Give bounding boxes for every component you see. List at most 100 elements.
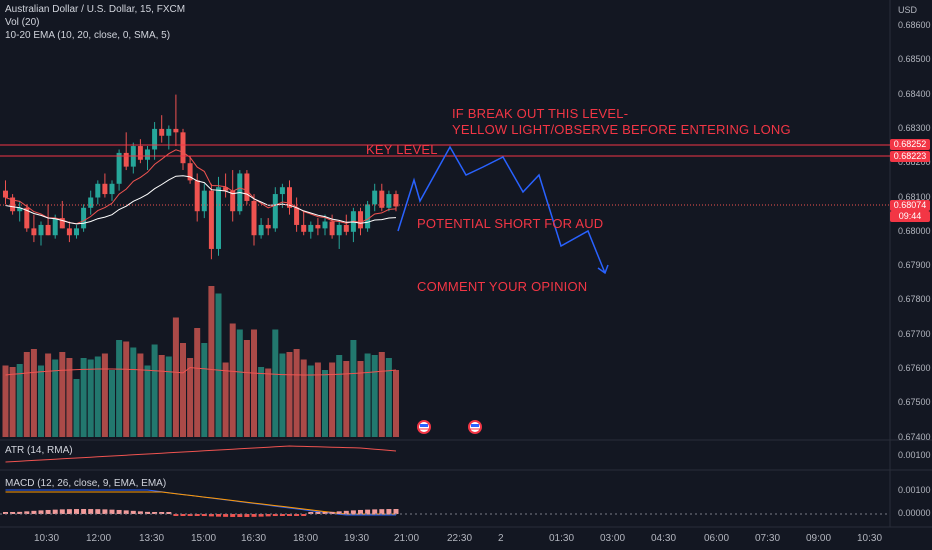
macd-histogram-bar <box>315 512 321 514</box>
macd-histogram-bar <box>237 514 243 517</box>
macd-histogram-bar <box>251 514 257 517</box>
volume-legend[interactable]: Vol (20) <box>5 17 40 28</box>
candle-body <box>315 224 321 229</box>
volume-bar <box>350 340 357 437</box>
volume-bar <box>265 368 272 437</box>
price-axis-label: 0.67600 <box>898 363 931 373</box>
time-axis-label: 04:30 <box>651 533 677 544</box>
candle-body <box>74 228 79 236</box>
last-price-badge: 0.68074 <box>890 200 930 211</box>
candle-body <box>180 132 186 164</box>
price-axis-currency: USD <box>898 5 918 15</box>
macd-histogram-bar <box>74 509 79 514</box>
time-axis-label: 2 <box>498 533 504 544</box>
volume-bar <box>59 352 66 437</box>
volume-bar <box>322 370 328 437</box>
macd-histogram-bar <box>201 514 207 517</box>
macd-histogram-bar <box>393 509 399 514</box>
price-axis-label: 0.68500 <box>898 54 931 65</box>
annotation-breakout-line1[interactable]: IF BREAK OUT THIS LEVEL- <box>452 106 629 121</box>
macd-histogram-bar <box>279 514 285 516</box>
volume-bar <box>357 361 364 437</box>
atr-legend[interactable]: ATR (14, RMA) <box>5 445 73 456</box>
annotation-breakout-line2[interactable]: YELLOW LIGHT/OBSERVE BEFORE ENTERING LON… <box>452 122 791 137</box>
ema-fast-line <box>5 149 397 225</box>
candle-body <box>230 190 236 212</box>
time-axis-label: 16:30 <box>241 533 267 544</box>
macd-histogram-bar <box>17 511 23 514</box>
candle-body <box>336 224 342 236</box>
volume-bar <box>9 367 16 437</box>
annotation-key-level[interactable]: KEY LEVEL <box>366 142 438 157</box>
candle-body <box>365 204 371 229</box>
volume-bar <box>385 358 392 437</box>
volume-bar <box>137 353 144 437</box>
price-axis-label: 0.68400 <box>898 88 931 99</box>
macd-histogram-bar <box>336 511 342 514</box>
macd-histogram-bar <box>372 509 378 514</box>
candle-body <box>24 207 30 229</box>
candle-body <box>287 187 292 208</box>
macd-histogram-bar <box>159 512 165 514</box>
candle-body <box>258 224 264 236</box>
volume-bar <box>243 340 250 437</box>
symbol-legend[interactable]: Australian Dollar / U.S. Dollar, 15, FXC… <box>5 4 186 15</box>
candle-body <box>386 194 392 208</box>
candle-body <box>301 224 307 232</box>
volume-bar <box>194 328 201 437</box>
price-axis-label: 0.68600 <box>898 20 931 30</box>
candle-body <box>251 200 257 236</box>
candle-body <box>379 190 385 208</box>
candle-body <box>38 224 44 236</box>
macd-histogram-bar <box>66 509 72 514</box>
candle-body <box>145 149 150 160</box>
event-marker-us-1[interactable] <box>417 420 431 434</box>
macd-histogram-bar <box>173 514 179 516</box>
candle-body <box>88 197 94 208</box>
projection-arrowhead <box>597 264 609 275</box>
event-marker-us-2[interactable] <box>468 420 482 434</box>
volume-bar <box>215 293 222 437</box>
volume-bar <box>364 353 371 437</box>
key-level-high-badge: 0.68252 <box>890 139 930 150</box>
volume-bar <box>343 361 350 437</box>
time-axis-label: 21:00 <box>394 533 420 544</box>
candle-body <box>109 183 115 195</box>
macd-histogram-bar <box>287 514 292 516</box>
price-axis-label: 0.68000 <box>898 225 931 236</box>
macd-histogram-bar <box>59 509 65 514</box>
candle-body <box>152 128 158 150</box>
candle-body <box>308 224 314 232</box>
macd-legend[interactable]: MACD (12, 26, close, 9, EMA, EMA) <box>5 478 167 489</box>
annotation-comment[interactable]: COMMENT YOUR OPINION <box>417 279 588 294</box>
ema-slow-line <box>5 175 397 225</box>
volume-bar <box>172 317 179 437</box>
volume-bar <box>151 344 158 437</box>
macd-histogram-bar <box>130 510 136 514</box>
volume-bar <box>158 355 165 437</box>
projection-path[interactable] <box>397 145 606 274</box>
macd-histogram-bar <box>194 514 200 516</box>
volume-bar <box>101 353 108 437</box>
candle-body <box>123 152 129 167</box>
macd-histogram-bar <box>24 511 30 514</box>
volume-bar <box>201 343 208 437</box>
time-axis-label: 09:00 <box>806 533 832 544</box>
volume-bar <box>307 365 314 437</box>
candle-body <box>31 228 37 236</box>
volume-bar <box>109 370 115 437</box>
macd-histogram-bar <box>272 514 278 517</box>
macd-histogram-bar <box>187 514 193 516</box>
ema-legend[interactable]: 10-20 EMA (10, 20, close, 0, SMA, 5) <box>5 30 171 41</box>
time-axis-label: 01:30 <box>549 533 575 544</box>
price-axis-label: 0.68300 <box>898 122 931 133</box>
volume-bar <box>208 286 215 437</box>
atr-line <box>5 445 397 463</box>
macd-histogram-bar <box>379 509 385 514</box>
time-axis-label: 13:30 <box>139 533 165 544</box>
volume-bar <box>258 367 265 437</box>
volume-bar <box>116 340 123 437</box>
annotation-potential-short[interactable]: POTENTIAL SHORT FOR AUD <box>417 216 604 231</box>
